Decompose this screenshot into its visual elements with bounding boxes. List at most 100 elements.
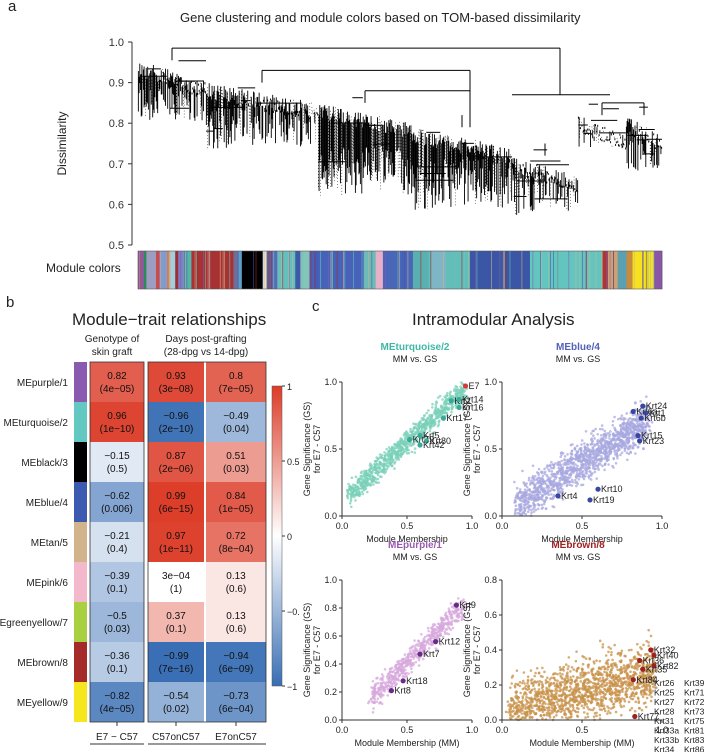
data-point: [433, 629, 436, 632]
data-point: [460, 389, 464, 392]
module-color-stripe: [609, 251, 611, 289]
data-point: [547, 464, 550, 468]
data-point: [554, 462, 557, 465]
cell-pvalue: (3e−08): [159, 384, 194, 395]
data-point: [610, 696, 613, 700]
module-color-stripe: [526, 251, 528, 289]
highlight-point: [643, 410, 649, 416]
data-point: [382, 463, 386, 467]
data-point: [406, 432, 410, 435]
data-point: [586, 715, 590, 719]
data-point: [415, 437, 419, 441]
data-point: [548, 489, 552, 492]
data-point: [641, 659, 645, 663]
x-axis-label: Module Membership: [541, 534, 623, 544]
data-point: [623, 447, 627, 450]
data-point: [550, 460, 553, 464]
cell-correlation: 0.8: [229, 371, 243, 382]
data-point: [577, 468, 580, 472]
module-color-stripe: [140, 251, 141, 289]
data-point: [570, 458, 574, 461]
data-point: [447, 406, 451, 410]
module-color-stripe: [204, 251, 206, 289]
data-point: [623, 654, 626, 658]
highlight-point: [635, 433, 641, 439]
data-point: [376, 690, 380, 694]
data-point: [621, 690, 624, 694]
data-point: [544, 693, 548, 696]
data-point: [366, 490, 369, 494]
data-point: [390, 666, 394, 670]
module-color-stripe: [366, 251, 368, 289]
data-point: [460, 612, 464, 615]
data-point: [448, 394, 452, 397]
data-point: [523, 508, 527, 511]
module-color-segment: [430, 251, 447, 289]
data-point: [567, 656, 571, 659]
data-point: [579, 671, 582, 675]
data-point: [504, 710, 508, 714]
data-point: [450, 407, 454, 410]
data-point: [449, 602, 453, 605]
data-point: [607, 444, 610, 448]
data-point: [558, 707, 562, 711]
data-point: [528, 716, 532, 720]
data-point: [634, 452, 637, 455]
data-point: [594, 467, 597, 471]
data-point: [618, 433, 622, 436]
data-point: [387, 681, 390, 685]
data-point: [565, 472, 568, 475]
data-point: [645, 395, 648, 398]
data-point: [376, 681, 380, 685]
intramodular-scatter-grid: MEturquoise/2MM vs. GS0.0 0.5 1.00.00.51.0…: [302, 342, 705, 752]
data-point: [410, 645, 414, 649]
data-point: [620, 713, 623, 717]
data-point: [644, 406, 648, 410]
data-point: [545, 686, 548, 690]
data-point: [597, 448, 601, 452]
scatter-title: MEturquoise/2: [381, 342, 450, 353]
data-point: [601, 685, 604, 689]
module-color-stripe: [207, 251, 209, 289]
data-point: [532, 477, 536, 480]
module-color-stripe: [475, 251, 477, 289]
data-point: [367, 700, 371, 703]
data-point: [436, 415, 440, 419]
module-color-stripe: [476, 251, 478, 289]
data-point: [556, 484, 560, 488]
y-tick-label: 0.5: [109, 240, 124, 252]
module-color-stripe: [196, 251, 197, 289]
data-point: [607, 441, 610, 444]
data-point: [565, 674, 568, 678]
highlight-point: [555, 493, 561, 499]
data-point: [387, 684, 390, 687]
data-point: [537, 503, 541, 507]
data-point: [611, 424, 615, 427]
data-point: [575, 472, 579, 475]
data-point: [403, 439, 406, 442]
heatmap-cell: [90, 402, 144, 442]
data-point: [445, 408, 449, 411]
data-point: [406, 663, 410, 667]
data-point: [419, 421, 422, 425]
data-point: [427, 409, 430, 412]
data-point: [532, 479, 536, 482]
module-color-stripe: [253, 251, 255, 289]
data-point: [584, 447, 587, 450]
data-point: [569, 675, 572, 679]
data-point: [460, 618, 464, 622]
data-point: [357, 489, 361, 493]
x-axis-label: Module Membership (MM): [354, 738, 459, 748]
data-point: [552, 715, 556, 719]
data-point: [448, 402, 451, 406]
data-point: [552, 488, 556, 492]
gene-label: Krt8: [394, 686, 411, 696]
data-point: [441, 620, 444, 624]
data-point: [615, 452, 619, 455]
module-color-segment: [653, 251, 663, 289]
data-point: [552, 478, 556, 482]
data-point: [613, 415, 616, 419]
data-point: [622, 704, 626, 708]
y-tick-label: 0.5: [484, 444, 497, 454]
data-point: [372, 707, 375, 710]
